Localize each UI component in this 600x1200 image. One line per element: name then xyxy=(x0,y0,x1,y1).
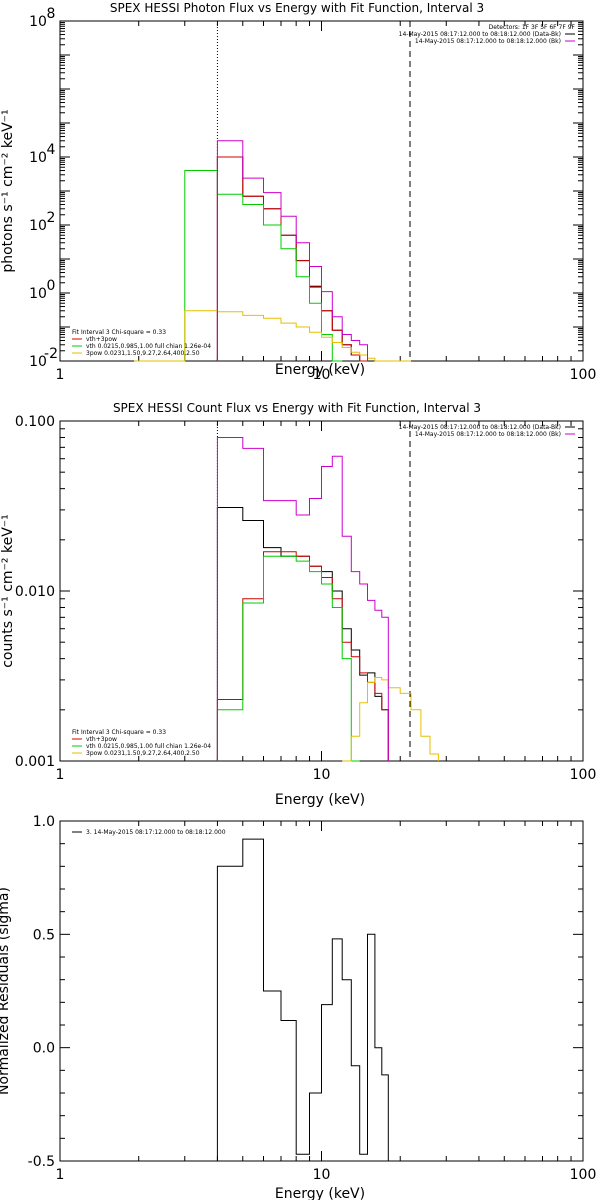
y-tick-exponent: 8 xyxy=(47,6,56,22)
x-axis-label: Energy (keV) xyxy=(275,362,365,378)
y-tick-label: 0.010 xyxy=(15,584,55,600)
y-tick-label: 0.0 xyxy=(33,1041,55,1057)
y-axis-label: counts s⁻¹ cm⁻² keV⁻¹ xyxy=(0,514,16,668)
chart-panel-2: 1 10 100 0.001 0.010 0.100 SPEX HESSI Count Fl… xyxy=(0,401,596,808)
legend-header: Detectors: 1F 3F 5F 6F 7F 9F xyxy=(489,24,576,31)
y-tick-label: 10 xyxy=(29,150,47,166)
legend-entry: 3. 14-May-2015 08:17:12.000 to 08:18:12.… xyxy=(86,829,226,836)
y-tick-exponent: 4 xyxy=(47,142,56,158)
fit-legend-header: Fit Interval 3 Chi-square = 0.33 xyxy=(72,329,166,336)
y-axis-label: Normalized Residuals (sigma) xyxy=(0,887,12,1095)
legend-entry: 14-May-2015 08:17:12.000 to 08:18:12.000… xyxy=(399,424,561,431)
series-line xyxy=(134,310,411,362)
series-line xyxy=(216,555,360,762)
legend-entry: 14-May-2015 08:17:12.000 to 08:18:12.000… xyxy=(415,38,561,45)
y-tick-exponent: 0 xyxy=(47,278,56,294)
y-tick-label: 0.001 xyxy=(15,754,55,770)
y-tick-label: 1.0 xyxy=(33,814,55,830)
x-tick-label: 10 xyxy=(313,767,331,783)
plot-frame xyxy=(59,820,584,1162)
fit-legend-header: Fit Interval 3 Chi-square = 0.33 xyxy=(72,729,166,736)
y-tick-label: 10 xyxy=(29,354,47,370)
y-tick-exponent: -2 xyxy=(44,346,58,362)
series-line xyxy=(216,156,368,362)
x-axis-label: Energy (keV) xyxy=(275,792,365,808)
series-line xyxy=(216,156,368,362)
x-tick-label: 1 xyxy=(56,1167,65,1183)
series-line xyxy=(216,437,389,761)
chart-title: SPEX HESSI Count Flux vs Energy with Fit… xyxy=(113,401,481,415)
y-tick-label: 10 xyxy=(29,14,47,30)
y-tick-exponent: 2 xyxy=(47,210,56,226)
x-tick-label: 10 xyxy=(313,367,331,383)
fit-legend-entry: vth+3pow xyxy=(86,336,117,343)
chart-panel-3: 1 10 100 -0.5 0.0 0.5 1.0 Energy (keV) Normalize… xyxy=(0,814,596,1200)
series-line xyxy=(342,677,439,762)
legend-entry: 14-May-2015 08:17:12.000 to 08:18:12.000… xyxy=(415,431,561,438)
y-tick-label: -0.5 xyxy=(28,1154,55,1170)
x-axis-label: Energy (keV) xyxy=(275,1186,365,1200)
fit-legend-entry: 3pow 0.0231,1.50,9.27,2.64,400,2.50 xyxy=(86,750,200,757)
y-tick-label: 0.5 xyxy=(33,927,55,943)
fit-legend-entry: 3pow 0.0231,1.50,9.27,2.64,400,2.50 xyxy=(86,350,200,357)
fit-legend-entry: vth+3pow xyxy=(86,736,117,743)
fit-legend-entry: vth 0.0215,0.985,1.00 full chian 1.26e-0… xyxy=(86,743,211,750)
y-axis-label: photons s⁻¹ cm⁻² keV⁻¹ xyxy=(0,109,16,272)
y-tick-label: 10 xyxy=(29,218,47,234)
x-tick-label: 1 xyxy=(56,767,65,783)
series-line xyxy=(216,838,389,1161)
x-tick-label: 10 xyxy=(313,1167,331,1183)
x-tick-label: 1 xyxy=(56,367,65,383)
y-tick-label: 0.100 xyxy=(15,414,55,430)
legend-entry: 14-May-2015 08:17:12.000 to 08:18:12.000… xyxy=(399,31,561,38)
fit-legend-entry: vth 0.0215,0.985,1.00 full chian 1.26e-0… xyxy=(86,343,211,350)
chart-title: SPEX HESSI Photon Flux vs Energy with Fi… xyxy=(110,1,484,15)
x-tick-label: 100 xyxy=(570,767,597,783)
x-tick-label: 100 xyxy=(570,1167,597,1183)
x-tick-label: 100 xyxy=(570,367,597,383)
series-line xyxy=(216,140,368,361)
y-tick-label: 10 xyxy=(29,286,47,302)
